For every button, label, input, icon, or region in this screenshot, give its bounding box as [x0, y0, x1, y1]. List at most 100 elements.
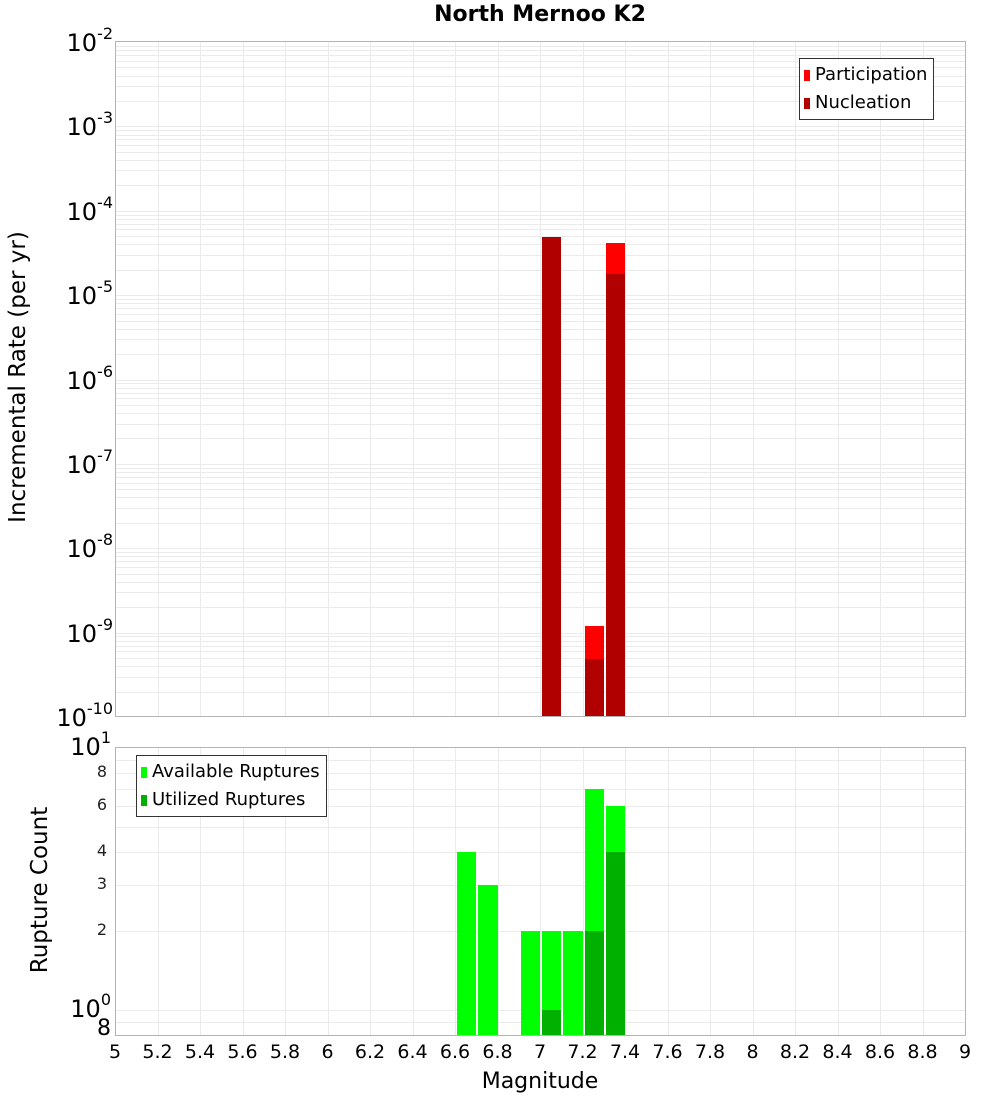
grid-line: [370, 748, 371, 1035]
utilized-ruptures-bar: [584, 931, 604, 1035]
grid-line: [116, 130, 965, 132]
x-tick-label: 6.6: [439, 1041, 471, 1063]
utilized-ruptures-bar: [605, 852, 625, 1035]
grid-line: [116, 404, 965, 406]
available-ruptures-bar: [542, 931, 562, 1035]
grid-line: [922, 42, 924, 716]
grid-line: [116, 507, 965, 509]
x-tick-label: 6: [321, 1041, 334, 1063]
x-tick-label: 8.6: [864, 1041, 896, 1063]
grid-line: [116, 223, 965, 225]
y-tick-label: 8: [97, 1016, 111, 1042]
grid-line: [116, 392, 965, 394]
grid-line: [116, 254, 965, 256]
grid-line: [116, 244, 965, 246]
y-tick-label: 101: [70, 728, 111, 761]
x-tick-label: 8.4: [822, 1041, 853, 1063]
grid-line: [116, 214, 965, 216]
grid-line: [116, 320, 965, 322]
y-tick-label: 10-7: [66, 445, 114, 479]
top-legend: Participation Nucleation: [799, 58, 935, 120]
grid-line: [116, 438, 965, 440]
utilized-ruptures-bar: [542, 1010, 562, 1035]
y-tick-label: 3: [96, 873, 107, 893]
grid-line: [116, 75, 965, 77]
legend-item: Participation: [804, 61, 927, 89]
legend-swatch-icon: [804, 69, 810, 81]
grid-line: [116, 788, 965, 790]
grid-line: [116, 134, 965, 136]
legend-item: Utilized Ruptures: [141, 786, 320, 814]
x-tick-label: 7.8: [694, 1041, 726, 1063]
grid-line: [116, 383, 965, 385]
legend-swatch-icon: [141, 794, 147, 806]
grid-line: [285, 748, 286, 1035]
grid-line: [710, 748, 711, 1035]
grid-line: [752, 42, 754, 716]
available-ruptures-bar: [457, 852, 477, 1035]
x-tick-label: 8.8: [907, 1041, 938, 1063]
grid-line: [116, 645, 965, 647]
grid-line: [116, 139, 965, 141]
grid-line: [116, 45, 965, 47]
grid-line: [540, 748, 541, 1035]
top-plot-area: [115, 41, 966, 717]
nucleation-bar: [542, 236, 562, 716]
grid-line: [116, 581, 965, 583]
grid-line: [710, 42, 711, 716]
grid-line: [116, 218, 965, 220]
x-tick-label: 8: [746, 1041, 759, 1063]
x-tick-label: 5.2: [142, 1041, 173, 1063]
grid-line: [922, 748, 924, 1035]
grid-line: [837, 42, 839, 716]
grid-line: [327, 748, 329, 1035]
y-tick-label: 6: [96, 795, 107, 815]
grid-line: [667, 748, 669, 1035]
x-tick-label: 5.8: [269, 1041, 301, 1063]
grid-line: [116, 210, 965, 212]
grid-line: [370, 42, 371, 716]
grid-line: [116, 852, 965, 854]
y-tick-label: 10-2: [66, 24, 114, 57]
y-tick-label: 10-10: [56, 699, 113, 732]
chart-title: North Mernoo K2: [434, 2, 646, 27]
grid-line: [116, 354, 965, 356]
grid-line: [200, 748, 201, 1035]
grid-line: [116, 67, 965, 69]
grid-line: [116, 86, 965, 88]
x-axis-label: Magnitude: [481, 1069, 599, 1094]
grid-line: [116, 151, 965, 153]
grid-line: [116, 666, 965, 668]
grid-line: [116, 328, 965, 330]
grid-line: [157, 42, 159, 716]
legend-label: Participation: [815, 64, 928, 85]
x-tick-label: 9: [958, 1041, 972, 1063]
bottom-legend: Available Ruptures Utilized Ruptures: [136, 755, 327, 817]
grid-line: [116, 339, 965, 341]
grid-line: [412, 42, 414, 716]
y-tick-label: 2: [96, 920, 107, 940]
grid-line: [116, 522, 965, 524]
grid-line: [116, 298, 965, 300]
grid-line: [116, 806, 965, 808]
x-tick-label: 5.6: [227, 1041, 258, 1063]
grid-line: [116, 295, 965, 297]
grid-line: [157, 748, 159, 1035]
x-tick-label: 7.4: [609, 1041, 641, 1063]
grid-line: [540, 42, 541, 716]
grid-line: [625, 42, 626, 716]
x-tick-label: 7.2: [567, 1041, 598, 1063]
grid-line: [242, 748, 244, 1035]
grid-line: [116, 607, 965, 609]
grid-line: [116, 561, 965, 563]
grid-line: [116, 60, 965, 62]
y-tick-label: 10-4: [66, 192, 114, 226]
grid-line: [116, 573, 965, 575]
x-tick-label: 7: [533, 1041, 547, 1063]
grid-line: [116, 592, 965, 594]
grid-line: [116, 185, 965, 187]
grid-line: [242, 42, 244, 716]
nucleation-bar: [584, 658, 604, 716]
grid-line: [116, 387, 965, 389]
grid-line: [116, 159, 965, 161]
